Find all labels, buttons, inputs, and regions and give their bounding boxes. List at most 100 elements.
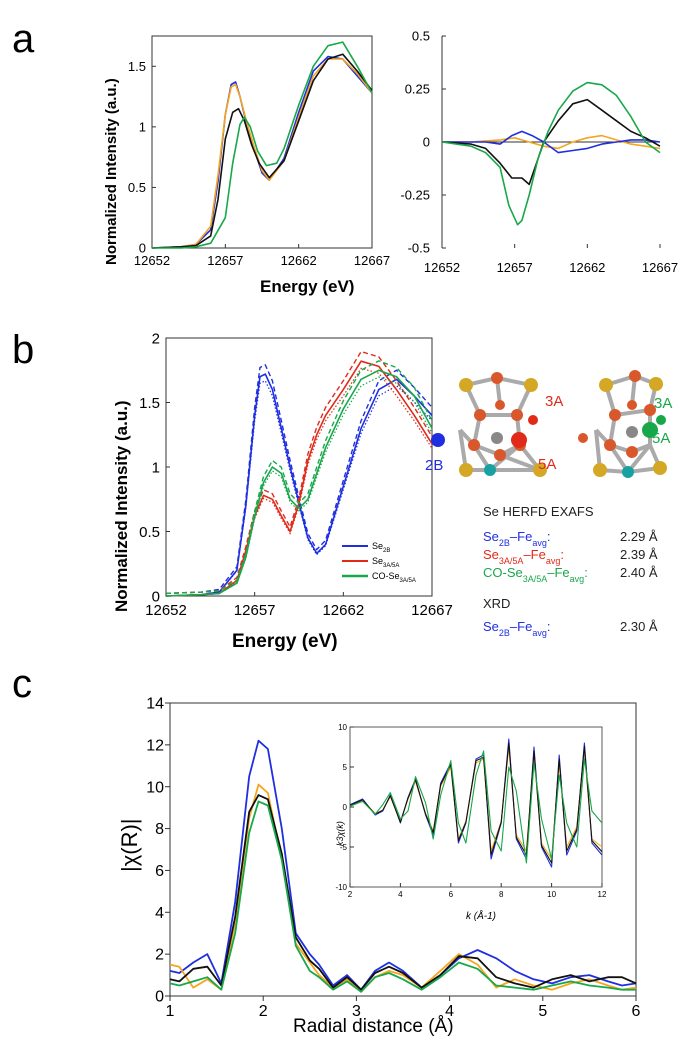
b-series-CO-Se3A/5A-fit xyxy=(165,360,433,595)
b-legend: Se2B Se3A/5A CO-Se3A/5A xyxy=(336,535,428,587)
fe-atom xyxy=(491,372,503,384)
c-inset-x-tick-label: 6 xyxy=(449,890,454,899)
a-right-series-blue xyxy=(442,130,661,154)
b-x-tick-label: 12662 xyxy=(322,602,364,619)
a-left-y-tick-label: 0.5 xyxy=(128,180,146,195)
b-x-axis-label: Energy (eV) xyxy=(232,631,338,652)
c-x-tick-label: 5 xyxy=(538,1003,547,1020)
c-inset-y-tick-label: 10 xyxy=(338,723,347,732)
fe-atom xyxy=(627,400,637,410)
exafs-title: Se HERFD EXAFS xyxy=(483,504,594,519)
c-x-tick-label: 3 xyxy=(352,1003,361,1020)
label-3a-right: 3A xyxy=(654,395,672,412)
a-right-y-tick-label: -0.5 xyxy=(408,241,430,256)
b-x-tick-label: 12652 xyxy=(145,602,187,619)
a-right-x-tick-label: 12662 xyxy=(569,260,605,275)
a-left-y-tick-label: 0 xyxy=(139,241,146,256)
fe-atom xyxy=(511,409,523,421)
c-inset-y-tick-label: -5 xyxy=(340,843,348,852)
panel-label-c: c xyxy=(12,662,32,706)
fe-atom xyxy=(474,409,486,421)
c-series-green xyxy=(169,800,636,993)
fe-atom xyxy=(494,449,506,461)
fe-atom xyxy=(609,409,621,421)
c-x-axis-label: Radial distance (Å) xyxy=(293,1016,454,1037)
chart-a-left: 12652 12657 12662 12667 0 0.5 1 1.5 xyxy=(128,35,390,268)
s-atom xyxy=(622,466,634,478)
se-atom xyxy=(649,377,663,391)
c-y-axis-label: |χ(R)| xyxy=(117,818,142,872)
c-y-tick-label: 14 xyxy=(146,696,164,713)
legend-label-se3a5a: Se3A/5A xyxy=(372,556,399,569)
c-inset-series-black xyxy=(349,742,603,864)
se-atom xyxy=(653,461,667,475)
legend-label-se2b: Se2B xyxy=(372,541,390,554)
a-left-y-tick-label: 1 xyxy=(139,119,146,134)
c-inset-x-tick-label: 2 xyxy=(348,890,353,899)
a-left-x-tick-label: 12652 xyxy=(134,253,170,268)
c-atom xyxy=(626,426,638,438)
se-atom xyxy=(533,463,547,477)
c-x-tick-label: 4 xyxy=(445,1003,454,1020)
a-right-y-tick-label: -0.25 xyxy=(400,188,430,203)
c-atom xyxy=(491,432,503,444)
exafs-row-se2b-label: Se2B–Feavg: xyxy=(483,529,550,548)
a-right-series-orange xyxy=(442,134,661,150)
c-y-tick-label: 2 xyxy=(155,947,164,964)
a-left-x-tick-label: 12667 xyxy=(354,253,390,268)
b-x-tick-label: 12657 xyxy=(234,602,276,619)
c-y-tick-label: 0 xyxy=(155,989,164,1006)
exafs-row-se3a5a-value: 2.39 Å xyxy=(620,547,658,562)
a-left-series-black xyxy=(151,53,373,249)
c-inset-y-tick-label: -10 xyxy=(335,883,347,892)
label-5a-left: 5A xyxy=(538,456,556,473)
exafs-table: Se HERFD EXAFS Se2B–Feavg: 2.29 Å Se3A/5… xyxy=(483,504,658,638)
se-atom xyxy=(599,378,613,392)
c-inset-x-tick-label: 8 xyxy=(499,890,504,899)
inset-x-axis-label: k (Å-1) xyxy=(466,909,496,922)
c-inset-x-tick-label: 4 xyxy=(398,890,403,899)
b-series-Se3A/5A-fit xyxy=(165,350,433,595)
co-se-3a5a-atom xyxy=(642,422,658,438)
cluster-structure-right: 3A 5A xyxy=(578,370,672,478)
a-left-series-green xyxy=(152,41,373,249)
a-right-x-tick-label: 12657 xyxy=(497,260,533,275)
a-x-axis-label: Energy (eV) xyxy=(260,277,354,296)
xrd-row-se2b-label: Se2B–Feavg: xyxy=(483,619,550,638)
a-y-axis-label: Normalized Intensity (a.u.) xyxy=(103,78,120,265)
b-y-tick-label: 0 xyxy=(152,588,160,605)
a-right-x-tick-label: 12667 xyxy=(642,260,678,275)
label-2b: 2B xyxy=(425,457,443,474)
c-y-tick-label: 10 xyxy=(146,779,164,796)
exafs-row-se3a5a-label: Se3A/5A–Feavg: xyxy=(483,547,564,566)
c-y-tick-label: 4 xyxy=(155,905,164,922)
c-y-tick-label: 6 xyxy=(155,863,164,880)
c-inset-y-tick-label: 0 xyxy=(343,803,348,812)
a-right-y-tick-label: 0.25 xyxy=(405,82,430,97)
fe-atom xyxy=(578,433,588,443)
c-series-black xyxy=(169,794,637,991)
a-right-x-tick-label: 12652 xyxy=(424,260,460,275)
inset-y-axis-label: k3χ(k) xyxy=(335,821,345,846)
fe-atom xyxy=(626,446,638,458)
b-series-Se3A/5A xyxy=(165,360,433,597)
c-y-tick-label: 12 xyxy=(146,737,164,754)
c-x-tick-label: 1 xyxy=(166,1003,175,1020)
fe-atom xyxy=(495,400,505,410)
label-3a-left: 3A xyxy=(545,393,563,410)
fe-atom xyxy=(468,439,480,451)
panel-label-a: a xyxy=(12,17,35,61)
b-x-tick-label: 12667 xyxy=(411,602,453,619)
a-left-y-tick-label: 1.5 xyxy=(128,59,146,74)
c-inset-y-tick-label: 5 xyxy=(343,763,348,772)
chart-c-inset: 2 4 6 8 10 12 -10 -5 0 5 10 xyxy=(335,723,607,899)
s-atom xyxy=(484,464,496,476)
b-series-Se2B xyxy=(165,373,433,597)
c-y-tick-label: 8 xyxy=(155,821,164,838)
panel-label-b: b xyxy=(12,328,34,372)
b-y-axis-label: Normalized Intensity (a.u.) xyxy=(112,400,131,612)
label-5a-right: 5A xyxy=(652,430,670,447)
xrd-row-se2b-value: 2.30 Å xyxy=(620,619,658,634)
b-series-CO-Se3A/5A xyxy=(165,369,433,597)
